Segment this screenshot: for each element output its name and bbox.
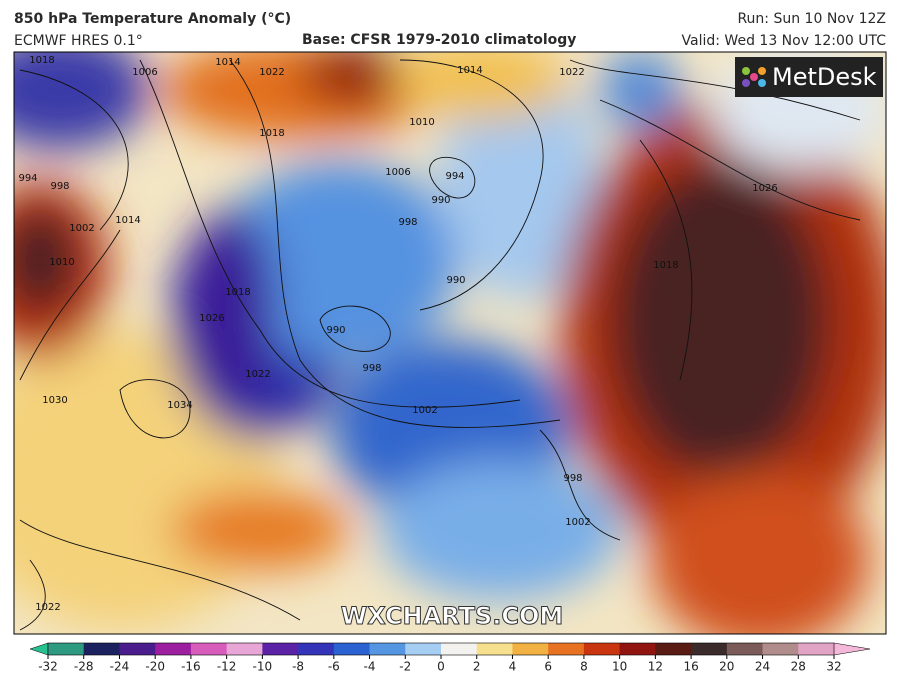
colorbar-tick-label: -8 [292, 660, 304, 674]
colorbar-segment [762, 643, 799, 655]
title: 850 hPa Temperature Anomaly (°C) [14, 11, 291, 27]
colorbar-segment [119, 643, 156, 655]
colorbar-segment [155, 643, 192, 655]
colorbar-segment [583, 643, 621, 655]
colorbar-tick-label: 8 [580, 660, 588, 674]
colorbar-tick-label: 20 [719, 660, 734, 674]
isobar-label: 998 [50, 181, 69, 192]
colorbar: -32 -28 -24 -20 -16 -12 -10 -8 -6 -4 -2 0 2 4 6 8 10 12 16… [29, 642, 871, 674]
isobar-label: 1010 [409, 117, 434, 128]
isobar-label: 1002 [69, 223, 94, 234]
colorbar-tick-label: -6 [328, 660, 340, 674]
colorbar-segment [512, 643, 549, 655]
colorbar-segment [190, 643, 228, 655]
model: ECMWF HRES 0.1° [14, 33, 143, 49]
colorbar-tick-label: -28 [74, 660, 94, 674]
isobar-label: 1014 [115, 215, 140, 226]
isobar-label: 994 [18, 173, 37, 184]
isobar-label: 1018 [653, 260, 678, 271]
colorbar-tick-label: -12 [217, 660, 237, 674]
isobar-label: 1010 [49, 257, 74, 268]
isobar-label: 1022 [245, 369, 270, 380]
colorbar-segment [333, 643, 371, 655]
colorbar-segment [441, 643, 478, 655]
colorbar-segment [369, 643, 406, 655]
colorbar-segment [226, 643, 263, 655]
isobar-label: 1026 [199, 313, 224, 324]
isobar-label: 1014 [215, 57, 240, 68]
isobar-label: 994 [445, 171, 464, 182]
valid: Valid: Wed 13 Nov 12:00 UTC [682, 33, 887, 49]
colorbar-tick-label: -10 [253, 660, 273, 674]
colorbar-tick-label: 24 [755, 660, 770, 674]
isobar-label: 1014 [457, 65, 482, 76]
isobar-label: 1006 [132, 67, 157, 78]
colorbar-segment [798, 643, 835, 655]
isobar-label: 990 [431, 195, 450, 206]
isobar-label: 990 [446, 275, 465, 286]
colorbar-tick-label: 28 [791, 660, 806, 674]
colorbar-segment [548, 643, 585, 655]
colorbar-segment [655, 643, 692, 655]
colorbar-tick-label: 0 [437, 660, 445, 674]
isobar-label: 1002 [565, 517, 590, 528]
isobar-label: 998 [398, 217, 417, 228]
run: Run: Sun 10 Nov 12Z [737, 11, 886, 27]
isobar-label: 998 [362, 363, 381, 374]
colorbar-segment [405, 643, 442, 655]
logo-box [735, 57, 883, 97]
colorbar-segment [726, 643, 764, 655]
colorbar-tick-label: -32 [38, 660, 58, 674]
map-frame [13, 51, 887, 635]
isobar-label: 1022 [35, 602, 60, 613]
colorbar-segment [83, 643, 120, 655]
colorbar-low [29, 642, 49, 656]
isobar-label: 1022 [559, 67, 584, 78]
isobar-label: 998 [563, 473, 582, 484]
isobar-label: 1002 [412, 405, 437, 416]
colorbar-segment [48, 643, 85, 655]
colorbar-tick-label: -2 [399, 660, 411, 674]
colorbar-tick-label: 4 [509, 660, 517, 674]
colorbar-tick-label: 2 [473, 660, 481, 674]
isobar-label: 1018 [225, 287, 250, 298]
isobar-label: 1022 [259, 67, 284, 78]
logo: MetDesk [772, 63, 877, 91]
isobar-labels: 1018 1006 1014 1022 1018 1014 1022 1010 1006 994 9… [18, 55, 777, 613]
logo-icon [742, 67, 766, 87]
isobar-label: 1034 [167, 400, 192, 411]
colorbar-tick-label: 16 [683, 660, 698, 674]
colorbar-segment [476, 643, 513, 655]
colorbar-segment [262, 643, 299, 655]
colorbar-segment [619, 643, 656, 655]
isobar-label: 1026 [752, 183, 777, 194]
isobar-label: 1018 [29, 55, 54, 66]
isobar-label: 1030 [42, 395, 67, 406]
base: Base: CFSR 1979-2010 climatology [302, 32, 576, 48]
colorbar-tick-label: 10 [612, 660, 627, 674]
colorbar-high [833, 642, 871, 656]
watermark: WXCHARTS.COM [341, 602, 563, 630]
colorbar-tick-label: -24 [110, 660, 130, 674]
colorbar-tick-label: 32 [826, 660, 841, 674]
isobar-label: 1006 [385, 167, 410, 178]
isobar-label: 1018 [259, 128, 284, 139]
colorbar-tick-label: 12 [648, 660, 663, 674]
colorbar-segment [298, 643, 335, 655]
colorbar-tick-label: -16 [181, 660, 201, 674]
colorbar-tick-label: -20 [145, 660, 165, 674]
colorbar-segment [691, 643, 728, 655]
map [14, 52, 886, 634]
isobar-label: 990 [326, 325, 345, 336]
colorbar-tick-label: -4 [364, 660, 376, 674]
colorbar-tick-label: 6 [544, 660, 552, 674]
